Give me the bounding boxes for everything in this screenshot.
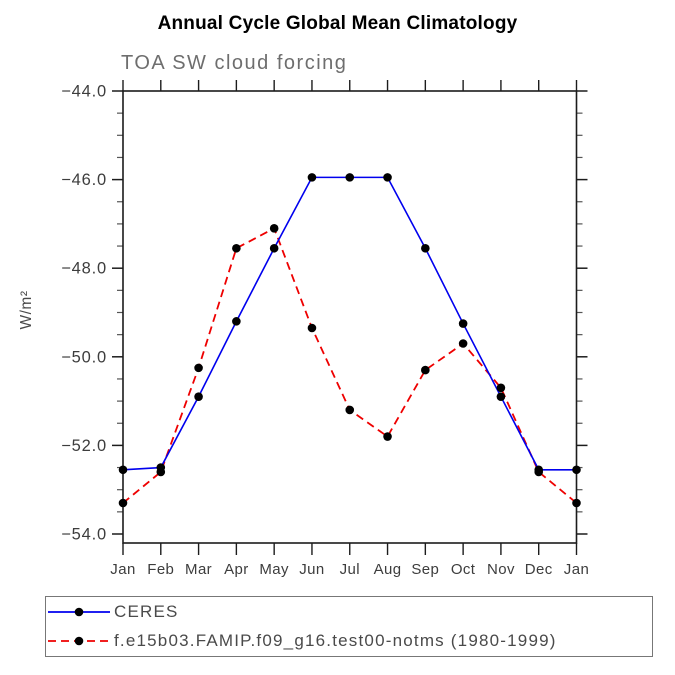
data-point (496, 383, 506, 393)
data-point (269, 224, 279, 233)
legend-item-famip: f.e15b03.FAMIP.f09_g16.test00-notms (198… (46, 627, 652, 654)
data-point (194, 392, 203, 401)
data-point (118, 498, 128, 508)
x-tick-label: May (259, 561, 289, 578)
data-point (232, 317, 241, 326)
series-line (122, 176, 577, 471)
x-tick-label: Dec (525, 561, 553, 578)
chart-subtitle: TOA SW cloud forcing (121, 52, 348, 74)
data-point (421, 365, 430, 375)
data-point (307, 173, 317, 182)
x-tick-label: Jun (299, 561, 324, 578)
series-line (122, 227, 578, 504)
data-point (421, 243, 430, 253)
y-tick-label: −46.0 (61, 171, 107, 189)
data-point (458, 319, 468, 328)
data-point (345, 405, 355, 415)
data-point (496, 392, 506, 401)
plot-frame (122, 90, 578, 544)
data-point (345, 173, 355, 182)
data-point (156, 467, 166, 477)
data-point (534, 467, 544, 477)
y-tick-label: −44.0 (61, 83, 107, 101)
data-point (232, 243, 241, 253)
legend-line-sample-icon (48, 636, 110, 646)
data-point (118, 465, 128, 475)
data-point (307, 323, 317, 333)
legend-label-famip: f.e15b03.FAMIP.f09_g16.test00-notms (198… (114, 630, 557, 650)
x-tick-label: Sep (411, 561, 439, 578)
x-tick-label: Aug (374, 561, 402, 578)
y-tick-label: −48.0 (61, 260, 107, 278)
x-tick-label: Apr (224, 561, 249, 578)
x-tick-label: Mar (185, 561, 212, 578)
y-tick-label: −50.0 (61, 348, 107, 366)
x-tick-label: Jul (340, 561, 360, 578)
data-point (383, 173, 392, 182)
legend-label-ceres: CERES (114, 602, 179, 622)
x-tick-label: Oct (451, 561, 476, 578)
x-tick-label: Feb (147, 561, 174, 578)
chart-title: Annual Cycle Global Mean Climatology (157, 13, 518, 34)
data-point (194, 363, 203, 373)
data-point (572, 465, 581, 475)
legend: CERES f.e15b03.FAMIP.f09_g16.test00-notm… (45, 596, 653, 657)
data-point (572, 498, 581, 508)
y-tick-label: −52.0 (61, 437, 107, 455)
data-point (269, 243, 279, 253)
x-tick-label: Jan (110, 561, 135, 578)
data-point (383, 432, 392, 441)
y-tick-label: −54.0 (61, 526, 107, 544)
x-tick-label: Nov (487, 561, 515, 578)
data-point (458, 339, 468, 348)
legend-item-ceres: CERES (46, 599, 652, 626)
legend-line-sample-icon (48, 607, 110, 617)
x-tick-label: Jan (564, 561, 589, 578)
